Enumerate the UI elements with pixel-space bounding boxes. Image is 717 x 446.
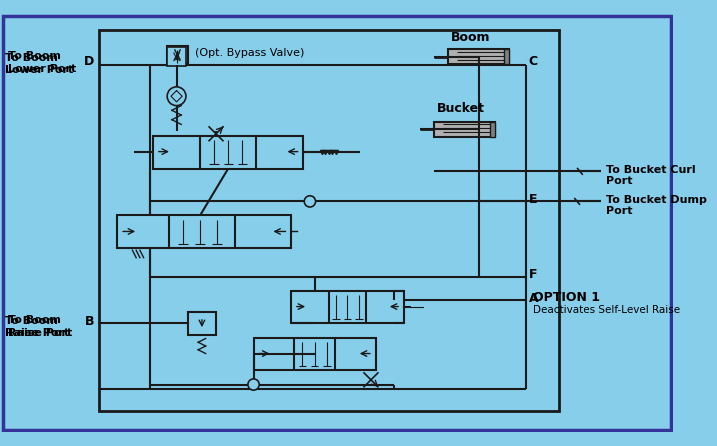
Circle shape: [248, 379, 260, 390]
Text: B: B: [85, 315, 94, 328]
Bar: [490, 122, 495, 136]
Text: E: E: [528, 193, 537, 206]
Text: C: C: [528, 55, 538, 68]
Bar: [504, 49, 509, 64]
Text: (Opt. Bypass Valve): (Opt. Bypass Valve): [195, 48, 305, 58]
Text: Boom: Boom: [451, 31, 490, 44]
Text: To Boom
Raise Port: To Boom Raise Port: [7, 315, 72, 338]
Text: Bucket: Bucket: [437, 102, 485, 115]
Bar: [434, 122, 495, 136]
Bar: [291, 291, 404, 323]
Bar: [118, 215, 291, 248]
Text: D: D: [84, 55, 94, 68]
Circle shape: [304, 196, 315, 207]
Bar: [448, 49, 509, 64]
Text: A: A: [528, 292, 538, 305]
Text: To Bucket Dump
Port: To Bucket Dump Port: [606, 195, 707, 216]
Text: To Boom
Lower Port: To Boom Lower Port: [7, 51, 76, 74]
Circle shape: [167, 87, 186, 106]
Text: Deactivates Self-Level Raise: Deactivates Self-Level Raise: [533, 305, 680, 315]
Bar: [99, 30, 559, 411]
Bar: [167, 47, 186, 66]
Text: F: F: [528, 268, 537, 281]
Bar: [254, 338, 376, 371]
Text: To Boom
Raise Port: To Boom Raise Port: [5, 316, 69, 338]
Bar: [167, 46, 188, 63]
Text: OPTION 1: OPTION 1: [533, 291, 600, 304]
Text: To Boom
Lower Port: To Boom Lower Port: [5, 53, 73, 74]
Bar: [188, 312, 216, 335]
Bar: [153, 136, 303, 169]
Text: To Bucket Curl
Port: To Bucket Curl Port: [606, 165, 695, 186]
